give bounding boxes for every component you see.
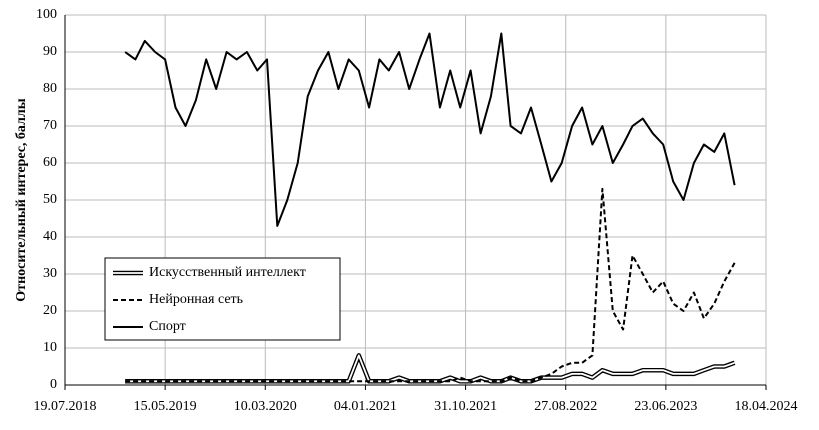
series-line xyxy=(124,32,736,227)
y-tick-label: 90 xyxy=(43,44,57,59)
y-tick-label: 40 xyxy=(43,229,57,244)
x-tick-label: 18.04.2024 xyxy=(735,399,798,414)
legend-label: Спорт xyxy=(149,319,186,334)
x-tick-label: 27.08.2022 xyxy=(534,399,597,414)
y-tick-label: 100 xyxy=(36,7,57,22)
x-tick-label: 19.07.2018 xyxy=(34,399,97,414)
y-tick-label: 60 xyxy=(43,155,57,170)
legend-box xyxy=(104,257,341,341)
series-line xyxy=(125,353,736,384)
y-tick-label: 20 xyxy=(43,303,57,318)
x-tick-label: 15.05.2019 xyxy=(134,399,197,414)
y-tick-label: 50 xyxy=(43,192,57,207)
y-tick-label: 70 xyxy=(43,118,57,133)
legend-label: Искусственный интеллект xyxy=(149,265,306,280)
series-line xyxy=(125,187,736,383)
x-tick-label: 10.03.2020 xyxy=(234,399,297,414)
y-axis-label: Относительный интерес, баллы xyxy=(14,98,29,301)
legend-label: Нейронная сеть xyxy=(149,292,243,307)
y-tick-label: 30 xyxy=(43,266,57,281)
x-tick-label: 31.10.2021 xyxy=(434,399,497,414)
y-tick-label: 10 xyxy=(43,340,57,355)
x-tick-label: 04.01.2021 xyxy=(334,399,397,414)
y-tick-label: 0 xyxy=(50,377,57,392)
y-tick-label: 80 xyxy=(43,81,57,96)
x-tick-label: 23.06.2023 xyxy=(634,399,697,414)
